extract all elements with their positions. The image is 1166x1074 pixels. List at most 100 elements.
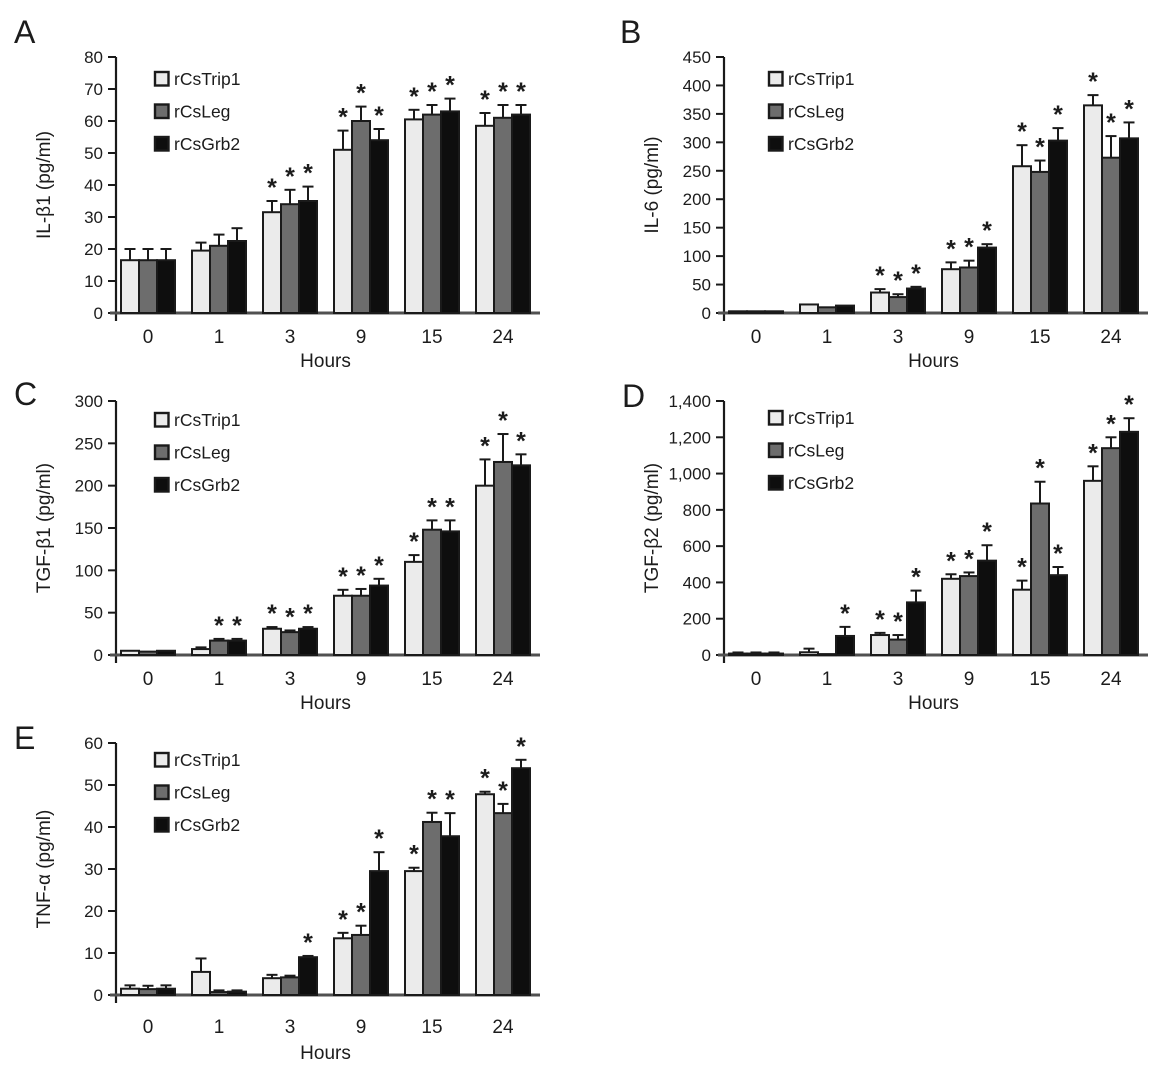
chart-il-b1: 0 10 20 30 40 50 60 70 80 IL-β1 (pg/ml) 0 1 * * * 3 * * * 9… [34, 48, 540, 370]
y-tick-label: 20 [84, 240, 103, 259]
x-tick-label: 0 [143, 327, 154, 348]
legend-swatch-rCsLeg [153, 784, 170, 801]
legend-label-rCsTrip1: rCsTrip1 [788, 69, 854, 89]
x-tick-label: 24 [492, 327, 514, 348]
y-tick-label: 40 [84, 176, 103, 195]
bar-rCsLeg-0h [138, 988, 158, 996]
legend-swatch-rCsGrb2 [767, 474, 784, 491]
sig-asterisk-rCsLeg-9h: * [356, 562, 366, 590]
sig-asterisk-rCsTrip1-9h: * [946, 547, 956, 575]
y-tick-label: 300 [75, 392, 103, 411]
y-tick-label: 200 [683, 190, 711, 209]
sig-asterisk-rCsTrip1-3h: * [875, 606, 885, 634]
sig-asterisk-rCsGrb2-9h: * [374, 825, 384, 853]
sig-asterisk-rCsLeg-24h: * [1106, 109, 1116, 137]
sig-asterisk-rCsGrb2-3h: * [303, 160, 313, 188]
legend-label-rCsGrb2: rCsGrb2 [174, 475, 240, 495]
bar-rCsTrip1-3h [262, 977, 282, 997]
sig-asterisk-rCsLeg-15h: * [427, 786, 437, 814]
legend-swatch-rCsTrip1 [153, 411, 170, 428]
bar-rCsTrip1-1h [191, 249, 211, 315]
bar-rCsTrip1-3h [262, 627, 282, 656]
sig-asterisk-rCsTrip1-9h: * [338, 906, 348, 934]
bar-rCsTrip1-1h [191, 970, 211, 996]
bar-rCsLeg-9h [351, 120, 371, 314]
bar-rCsGrb2-9h [369, 139, 389, 314]
bar-rCsLeg-1h [209, 639, 229, 656]
x-tick-label: 3 [285, 669, 296, 690]
panel-c-label: C [14, 376, 38, 412]
x-tick-label: 15 [421, 1017, 442, 1038]
chart-tnf-a: 0 10 20 30 40 50 60 TNF-α (pg/ml) 0 1 * 3 * * * 9 * * * 15 *… [34, 733, 540, 1064]
panel-a-label: A [14, 14, 36, 50]
bar-rCsTrip1-24h [475, 124, 495, 314]
bar-rCsLeg-0h [746, 310, 766, 315]
y-tick-label: 50 [84, 604, 103, 623]
y-tick-label: 450 [683, 48, 711, 67]
chart-il-6: 0 50 100 150 200 250 300 350 400 450 IL-6 (pg/ml) 0… [642, 48, 1148, 370]
x-tick-label: 1 [214, 1017, 225, 1038]
sig-asterisk-rCsGrb2-3h: * [911, 564, 921, 592]
sig-asterisk-rCsTrip1-3h: * [875, 262, 885, 290]
x-tick-label: 9 [356, 327, 367, 348]
y-axis-title: TGF-β1 (pg/ml) [34, 463, 55, 593]
sig-asterisk-rCsLeg-15h: * [427, 493, 437, 521]
bar-rCsTrip1-1h [799, 303, 819, 315]
x-tick-label: 3 [285, 327, 296, 348]
chart-tgf-b1: 0 50 100 150 200 250 300 TGF-β1 (pg/ml) 0 * * 1 * * * 3… [34, 392, 540, 714]
bar-rCsGrb2-1h [227, 990, 247, 997]
sig-asterisk-rCsLeg-3h: * [893, 267, 903, 295]
sig-asterisk-rCsTrip1-9h: * [338, 563, 348, 591]
bar-rCsTrip1-1h [191, 648, 211, 657]
y-tick-label: 50 [692, 276, 711, 295]
legend-swatch-rCsLeg [767, 103, 784, 120]
legend-swatch-rCsGrb2 [153, 816, 170, 833]
bar-rCsTrip1-9h [941, 268, 961, 314]
bar-rCsGrb2-3h [906, 601, 926, 656]
y-tick-label: 200 [683, 610, 711, 629]
bar-rCsGrb2-3h [298, 627, 318, 656]
x-tick-label: 0 [751, 669, 762, 690]
sig-asterisk-rCsLeg-9h: * [964, 545, 974, 573]
x-tick-label: 1 [822, 327, 833, 348]
bar-rCsLeg-0h [138, 259, 158, 315]
bar-rCsGrb2-24h [1119, 137, 1139, 314]
sig-asterisk-rCsGrb2-3h: * [303, 600, 313, 628]
y-axis-title: TNF-α (pg/ml) [34, 810, 55, 929]
bar-rCsTrip1-3h [870, 291, 890, 314]
bar-rCsTrip1-0h [120, 649, 140, 656]
x-axis-title: Hours [300, 693, 351, 714]
bar-rCsTrip1-9h [333, 937, 353, 997]
y-tick-label: 200 [75, 477, 103, 496]
sig-asterisk-rCsGrb2-9h: * [982, 217, 992, 245]
sig-asterisk-rCsGrb2-15h: * [445, 493, 455, 521]
sig-asterisk-rCsTrip1-15h: * [409, 841, 419, 869]
sig-asterisk-rCsGrb2-15h: * [445, 786, 455, 814]
legend-label-rCsGrb2: rCsGrb2 [174, 134, 240, 154]
legend-label-rCsTrip1: rCsTrip1 [174, 750, 240, 770]
sig-asterisk-rCsGrb2-1h: * [840, 600, 850, 628]
sig-asterisk-rCsGrb2-9h: * [374, 102, 384, 130]
y-tick-label: 800 [683, 501, 711, 520]
bar-rCsTrip1-24h [1083, 104, 1103, 314]
bar-rCsTrip1-1h [799, 651, 819, 656]
bar-rCsTrip1-15h [404, 118, 424, 315]
y-tick-label: 30 [84, 860, 103, 879]
y-tick-label: 0 [702, 304, 711, 323]
sig-asterisk-rCsGrb2-3h: * [303, 929, 313, 957]
bar-rCsGrb2-15h [440, 530, 460, 657]
y-tick-label: 60 [84, 112, 103, 131]
bar-rCsLeg-3h [280, 631, 300, 657]
y-tick-label: 1,200 [668, 428, 711, 447]
x-tick-label: 3 [893, 669, 904, 690]
y-tick-label: 300 [683, 133, 711, 152]
sig-asterisk-rCsLeg-15h: * [1035, 134, 1045, 162]
bar-rCsGrb2-15h [1048, 139, 1068, 314]
sig-asterisk-rCsLeg-24h: * [1106, 410, 1116, 438]
bar-rCsGrb2-9h [977, 246, 997, 314]
sig-asterisk-rCsTrip1-15h: * [1017, 554, 1027, 582]
bar-rCsLeg-9h [959, 575, 979, 656]
sig-asterisk-rCsTrip1-24h: * [480, 765, 490, 793]
legend-swatch-rCsGrb2 [767, 135, 784, 152]
legend-label-rCsLeg: rCsLeg [174, 102, 230, 122]
